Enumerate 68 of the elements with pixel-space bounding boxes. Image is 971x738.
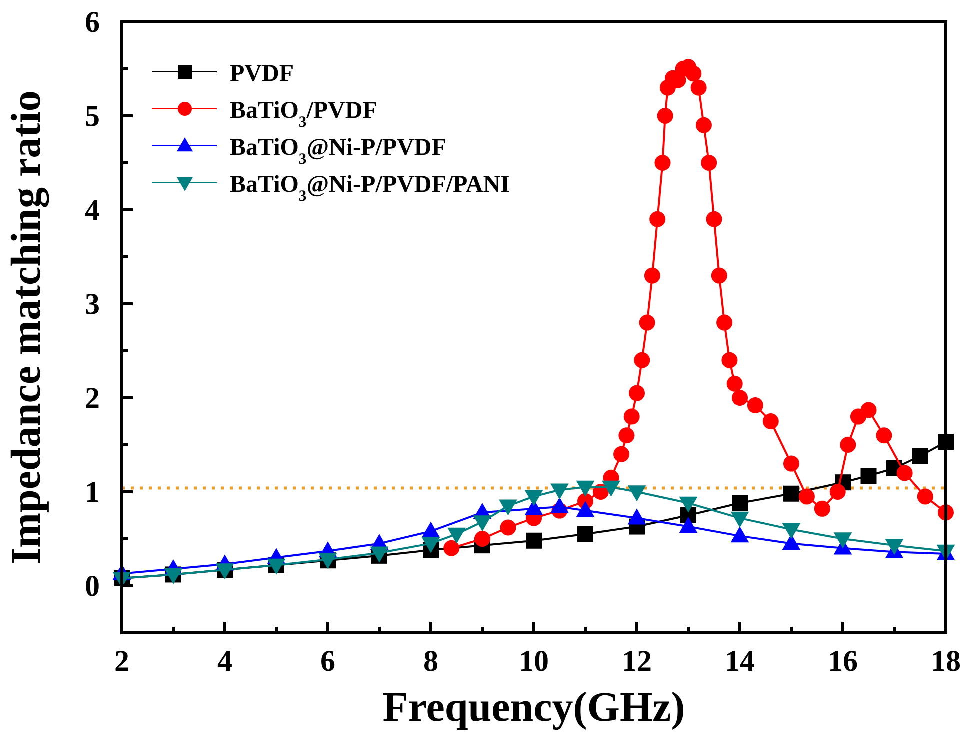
point	[576, 480, 595, 497]
point	[578, 526, 594, 542]
y-tick-label: 0	[85, 570, 100, 603]
legend-label: PVDF	[230, 61, 294, 87]
x-tick-label: 4	[218, 645, 232, 678]
point	[602, 480, 620, 497]
point	[798, 488, 815, 505]
point	[706, 211, 722, 228]
y-tick-label: 3	[85, 288, 100, 321]
point	[448, 528, 466, 544]
point	[629, 385, 645, 402]
point	[814, 500, 830, 517]
point	[840, 437, 856, 453]
point	[726, 376, 743, 392]
point	[618, 428, 635, 444]
point	[732, 495, 748, 512]
point	[716, 314, 733, 331]
point	[690, 80, 707, 96]
point	[722, 352, 738, 368]
x-tick-label: 12	[622, 645, 652, 678]
x-tick-label: 14	[725, 645, 755, 678]
point	[474, 531, 490, 547]
point	[732, 390, 748, 406]
x-tick-label: 10	[519, 645, 549, 678]
point	[896, 465, 913, 482]
x-axis-title: Frequency(GHz)	[382, 685, 686, 731]
point	[762, 414, 779, 430]
legend-label: BaTiO$_{3}$/PVDF	[230, 98, 378, 130]
point	[679, 496, 698, 513]
point	[784, 456, 800, 472]
point	[860, 402, 877, 418]
point	[730, 512, 750, 528]
point	[500, 520, 516, 536]
y-tick-label: 1	[85, 476, 100, 509]
point	[644, 268, 660, 284]
point	[784, 486, 800, 502]
point	[876, 428, 892, 444]
y-tick-label: 5	[85, 100, 100, 133]
point	[747, 398, 764, 414]
y-tick-label: 4	[85, 194, 100, 227]
legend-label: BaTiO$_{3}$@Ni-P/PVDF	[230, 135, 446, 168]
y-tick-label: 6	[85, 6, 100, 39]
point	[624, 408, 640, 425]
point	[614, 446, 630, 462]
point	[830, 484, 846, 500]
point	[696, 117, 712, 134]
x-tick-label: 8	[424, 645, 438, 678]
point	[639, 314, 656, 331]
point	[917, 488, 934, 505]
x-tick-label: 6	[320, 645, 336, 678]
point	[526, 532, 542, 549]
point	[701, 155, 718, 171]
x-tick-label: 2	[114, 645, 130, 678]
x-tick-label: 16	[828, 645, 858, 678]
point	[860, 468, 877, 484]
y-axis-title: Impedance matching ratio	[4, 90, 50, 564]
point	[730, 526, 750, 543]
point	[912, 448, 928, 464]
y-tick-label: 2	[85, 382, 100, 415]
legend-label: BaTiO$_{3}$@Ni-P/PVDF/PANI	[230, 172, 510, 204]
point	[654, 155, 671, 171]
point	[444, 540, 460, 556]
point	[686, 66, 702, 82]
point	[657, 108, 674, 124]
point	[650, 211, 666, 228]
point	[634, 352, 650, 368]
x-tick-label: 18	[931, 645, 961, 678]
point	[711, 268, 728, 284]
